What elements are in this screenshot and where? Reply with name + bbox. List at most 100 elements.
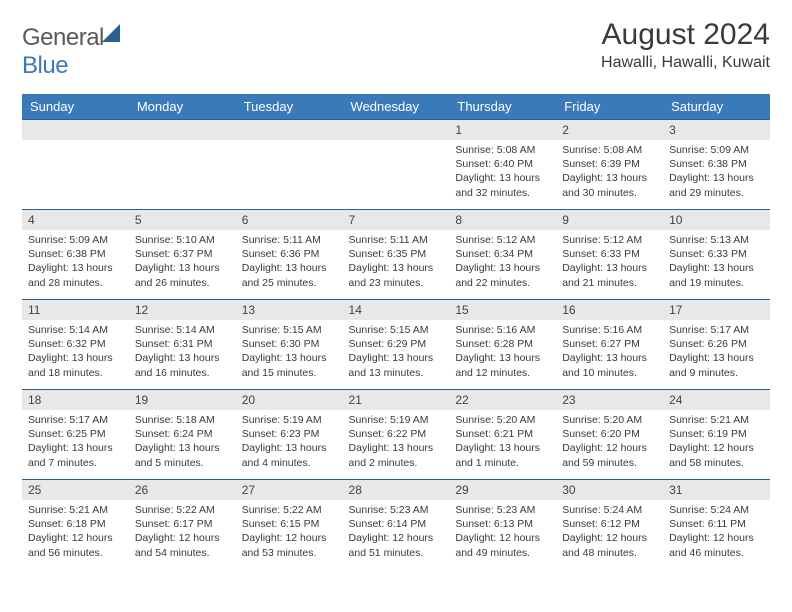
- day-body: Sunrise: 5:21 AMSunset: 6:19 PMDaylight:…: [663, 410, 770, 474]
- day-body: Sunrise: 5:23 AMSunset: 6:13 PMDaylight:…: [449, 500, 556, 564]
- day-body: Sunrise: 5:09 AMSunset: 6:38 PMDaylight:…: [663, 140, 770, 204]
- day-body: Sunrise: 5:19 AMSunset: 6:22 PMDaylight:…: [343, 410, 450, 474]
- day-body: Sunrise: 5:14 AMSunset: 6:32 PMDaylight:…: [22, 320, 129, 384]
- location: Hawalli, Hawalli, Kuwait: [601, 54, 770, 72]
- day-body: Sunrise: 5:11 AMSunset: 6:36 PMDaylight:…: [236, 230, 343, 294]
- weekday-header: Saturday: [663, 94, 770, 120]
- logo: General Blue: [22, 24, 120, 80]
- calendar-day-cell: 27Sunrise: 5:22 AMSunset: 6:15 PMDayligh…: [236, 480, 343, 570]
- sail-icon: [102, 24, 120, 42]
- day-body: Sunrise: 5:24 AMSunset: 6:12 PMDaylight:…: [556, 500, 663, 564]
- calendar-day-cell: 29Sunrise: 5:23 AMSunset: 6:13 PMDayligh…: [449, 480, 556, 570]
- calendar-day-cell: 13Sunrise: 5:15 AMSunset: 6:30 PMDayligh…: [236, 300, 343, 390]
- day-body: Sunrise: 5:08 AMSunset: 6:40 PMDaylight:…: [449, 140, 556, 204]
- calendar-day-cell: [236, 120, 343, 210]
- day-number: 9: [556, 210, 663, 230]
- logo-word-general: General: [22, 24, 104, 51]
- calendar-day-cell: 1Sunrise: 5:08 AMSunset: 6:40 PMDaylight…: [449, 120, 556, 210]
- day-number: 31: [663, 480, 770, 500]
- calendar-day-cell: [22, 120, 129, 210]
- day-number: 3: [663, 120, 770, 140]
- day-body: Sunrise: 5:09 AMSunset: 6:38 PMDaylight:…: [22, 230, 129, 294]
- day-number: 15: [449, 300, 556, 320]
- calendar-day-cell: 24Sunrise: 5:21 AMSunset: 6:19 PMDayligh…: [663, 390, 770, 480]
- day-number: 30: [556, 480, 663, 500]
- day-number: 18: [22, 390, 129, 410]
- day-number: 11: [22, 300, 129, 320]
- calendar-week-row: 4Sunrise: 5:09 AMSunset: 6:38 PMDaylight…: [22, 210, 770, 300]
- calendar-day-cell: 12Sunrise: 5:14 AMSunset: 6:31 PMDayligh…: [129, 300, 236, 390]
- day-body: Sunrise: 5:14 AMSunset: 6:31 PMDaylight:…: [129, 320, 236, 384]
- calendar-day-cell: 10Sunrise: 5:13 AMSunset: 6:33 PMDayligh…: [663, 210, 770, 300]
- day-body: Sunrise: 5:17 AMSunset: 6:25 PMDaylight:…: [22, 410, 129, 474]
- day-body: Sunrise: 5:12 AMSunset: 6:34 PMDaylight:…: [449, 230, 556, 294]
- calendar-day-cell: 16Sunrise: 5:16 AMSunset: 6:27 PMDayligh…: [556, 300, 663, 390]
- day-number: 23: [556, 390, 663, 410]
- day-body: Sunrise: 5:08 AMSunset: 6:39 PMDaylight:…: [556, 140, 663, 204]
- calendar-day-cell: 30Sunrise: 5:24 AMSunset: 6:12 PMDayligh…: [556, 480, 663, 570]
- day-number: 4: [22, 210, 129, 230]
- weekday-header-row: SundayMondayTuesdayWednesdayThursdayFrid…: [22, 94, 770, 120]
- day-body: [22, 140, 129, 147]
- calendar-day-cell: [129, 120, 236, 210]
- day-number: [129, 120, 236, 140]
- day-number: [22, 120, 129, 140]
- day-number: [343, 120, 450, 140]
- calendar-week-row: 1Sunrise: 5:08 AMSunset: 6:40 PMDaylight…: [22, 120, 770, 210]
- month-title: August 2024: [601, 18, 770, 52]
- day-body: [129, 140, 236, 147]
- calendar-day-cell: 18Sunrise: 5:17 AMSunset: 6:25 PMDayligh…: [22, 390, 129, 480]
- day-body: Sunrise: 5:22 AMSunset: 6:17 PMDaylight:…: [129, 500, 236, 564]
- weekday-header: Thursday: [449, 94, 556, 120]
- calendar-table: SundayMondayTuesdayWednesdayThursdayFrid…: [22, 94, 770, 570]
- day-body: [236, 140, 343, 147]
- calendar-day-cell: 5Sunrise: 5:10 AMSunset: 6:37 PMDaylight…: [129, 210, 236, 300]
- calendar-day-cell: 26Sunrise: 5:22 AMSunset: 6:17 PMDayligh…: [129, 480, 236, 570]
- day-body: Sunrise: 5:15 AMSunset: 6:29 PMDaylight:…: [343, 320, 450, 384]
- logo-word-blue: Blue: [22, 52, 68, 79]
- calendar-week-row: 25Sunrise: 5:21 AMSunset: 6:18 PMDayligh…: [22, 480, 770, 570]
- header: General Blue August 2024 Hawalli, Hawall…: [22, 18, 770, 80]
- day-number: 21: [343, 390, 450, 410]
- day-body: Sunrise: 5:17 AMSunset: 6:26 PMDaylight:…: [663, 320, 770, 384]
- day-body: Sunrise: 5:20 AMSunset: 6:20 PMDaylight:…: [556, 410, 663, 474]
- day-body: Sunrise: 5:13 AMSunset: 6:33 PMDaylight:…: [663, 230, 770, 294]
- calendar-day-cell: [343, 120, 450, 210]
- calendar-day-cell: 4Sunrise: 5:09 AMSunset: 6:38 PMDaylight…: [22, 210, 129, 300]
- calendar-day-cell: 22Sunrise: 5:20 AMSunset: 6:21 PMDayligh…: [449, 390, 556, 480]
- day-number: [236, 120, 343, 140]
- calendar-day-cell: 11Sunrise: 5:14 AMSunset: 6:32 PMDayligh…: [22, 300, 129, 390]
- calendar-day-cell: 15Sunrise: 5:16 AMSunset: 6:28 PMDayligh…: [449, 300, 556, 390]
- day-number: 7: [343, 210, 450, 230]
- day-body: Sunrise: 5:16 AMSunset: 6:27 PMDaylight:…: [556, 320, 663, 384]
- calendar-day-cell: 20Sunrise: 5:19 AMSunset: 6:23 PMDayligh…: [236, 390, 343, 480]
- calendar-day-cell: 8Sunrise: 5:12 AMSunset: 6:34 PMDaylight…: [449, 210, 556, 300]
- day-number: 29: [449, 480, 556, 500]
- day-number: 8: [449, 210, 556, 230]
- weekday-header: Monday: [129, 94, 236, 120]
- day-number: 19: [129, 390, 236, 410]
- day-body: Sunrise: 5:11 AMSunset: 6:35 PMDaylight:…: [343, 230, 450, 294]
- day-body: Sunrise: 5:22 AMSunset: 6:15 PMDaylight:…: [236, 500, 343, 564]
- day-number: 6: [236, 210, 343, 230]
- calendar-day-cell: 7Sunrise: 5:11 AMSunset: 6:35 PMDaylight…: [343, 210, 450, 300]
- weekday-header: Sunday: [22, 94, 129, 120]
- calendar-day-cell: 2Sunrise: 5:08 AMSunset: 6:39 PMDaylight…: [556, 120, 663, 210]
- calendar-day-cell: 14Sunrise: 5:15 AMSunset: 6:29 PMDayligh…: [343, 300, 450, 390]
- day-number: 20: [236, 390, 343, 410]
- weekday-header: Wednesday: [343, 94, 450, 120]
- day-body: Sunrise: 5:24 AMSunset: 6:11 PMDaylight:…: [663, 500, 770, 564]
- day-number: 24: [663, 390, 770, 410]
- calendar-week-row: 11Sunrise: 5:14 AMSunset: 6:32 PMDayligh…: [22, 300, 770, 390]
- day-body: Sunrise: 5:20 AMSunset: 6:21 PMDaylight:…: [449, 410, 556, 474]
- day-number: 22: [449, 390, 556, 410]
- calendar-day-cell: 21Sunrise: 5:19 AMSunset: 6:22 PMDayligh…: [343, 390, 450, 480]
- weekday-header: Tuesday: [236, 94, 343, 120]
- calendar-day-cell: 3Sunrise: 5:09 AMSunset: 6:38 PMDaylight…: [663, 120, 770, 210]
- calendar-day-cell: 31Sunrise: 5:24 AMSunset: 6:11 PMDayligh…: [663, 480, 770, 570]
- title-block: August 2024 Hawalli, Hawalli, Kuwait: [601, 18, 770, 72]
- day-number: 16: [556, 300, 663, 320]
- weekday-header: Friday: [556, 94, 663, 120]
- day-body: Sunrise: 5:12 AMSunset: 6:33 PMDaylight:…: [556, 230, 663, 294]
- day-number: 17: [663, 300, 770, 320]
